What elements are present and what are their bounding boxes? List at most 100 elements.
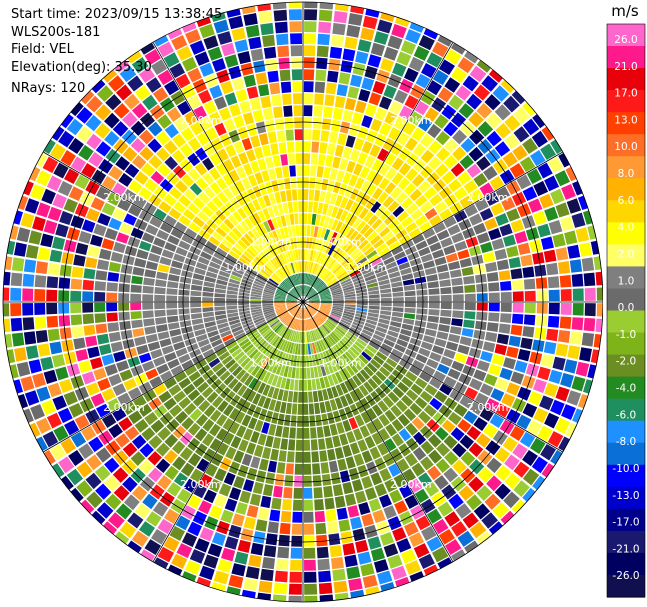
range-gate [335, 268, 346, 278]
range-gate [217, 559, 233, 573]
range-gate [408, 56, 425, 72]
range-gate [327, 318, 338, 326]
range-gate [346, 566, 361, 580]
range-gate [123, 494, 140, 511]
range-gate [405, 371, 418, 382]
range-gate [304, 285, 309, 297]
range-gate [257, 395, 267, 408]
range-gate [314, 81, 326, 94]
range-gate [455, 85, 472, 101]
range-gate [410, 84, 425, 99]
range-gate [83, 268, 96, 280]
range-gate [466, 494, 483, 511]
range-gate [312, 117, 322, 129]
range-gate [345, 302, 356, 305]
range-gate [544, 175, 560, 192]
range-gate [306, 331, 310, 343]
range-gate [317, 353, 323, 365]
range-gate [229, 169, 240, 183]
range-gate [168, 384, 182, 396]
range-gate [270, 143, 279, 156]
range-gate [236, 425, 247, 438]
range-gate [476, 433, 491, 448]
range-gate [82, 291, 94, 302]
range-gate [215, 347, 228, 357]
range-gate [150, 245, 163, 256]
range-gate [108, 512, 125, 529]
colorbar-swatch [607, 134, 645, 157]
range-gate [387, 35, 403, 50]
range-gate [257, 433, 267, 446]
range-gate [128, 410, 143, 425]
range-gate [342, 146, 353, 160]
range-gate [309, 343, 314, 355]
range-gate [459, 154, 474, 170]
range-gate [226, 586, 241, 596]
range-gate [368, 294, 380, 299]
range-gate [421, 63, 437, 79]
range-gate [171, 260, 183, 269]
range-gate [373, 238, 385, 249]
range-gate [209, 182, 222, 195]
range-gate [330, 472, 341, 485]
range-gate [378, 347, 391, 357]
range-gate [255, 519, 268, 532]
range-gate [402, 468, 416, 483]
range-gate [371, 159, 383, 172]
range-gate [303, 379, 308, 391]
range-gate [246, 247, 257, 258]
range-gate [157, 475, 172, 490]
range-gate [155, 279, 167, 287]
range-gate [189, 549, 206, 564]
range-gate [320, 325, 329, 335]
range-gate [217, 400, 229, 413]
range-gate [70, 278, 83, 290]
range-gate [419, 201, 433, 214]
range-gate [295, 141, 303, 153]
range-gate [235, 397, 246, 410]
range-gate [371, 374, 383, 386]
range-gate [128, 204, 142, 217]
range-gate [307, 305, 316, 314]
range-gate [292, 499, 303, 511]
range-gate [289, 291, 299, 299]
range-gate [202, 302, 214, 307]
range-gate [445, 252, 459, 263]
range-gate [304, 261, 308, 273]
range-gate [332, 305, 344, 309]
range-gate [246, 188, 257, 201]
range-gate [288, 9, 302, 21]
range-gate [283, 315, 292, 325]
range-gate [343, 288, 355, 294]
range-gate [344, 554, 358, 568]
range-gate [258, 408, 268, 421]
range-gate [193, 484, 207, 499]
range-gate [246, 505, 259, 518]
range-gate [219, 387, 231, 399]
range-gate [593, 256, 602, 271]
range-gate [36, 386, 51, 402]
range-gate [327, 70, 339, 83]
colorbar-tick-label: 26.0 [614, 34, 637, 46]
range-gate [164, 80, 180, 96]
range-gate [261, 357, 270, 369]
range-gate [291, 289, 300, 298]
range-gate [181, 505, 196, 520]
range-gate [383, 256, 395, 266]
range-gate [329, 131, 339, 144]
range-gate [335, 384, 344, 396]
range-gate [164, 465, 179, 481]
range-gate [262, 303, 274, 307]
range-gate [451, 277, 463, 286]
range-gate [458, 485, 475, 501]
range-gate [330, 312, 341, 319]
range-gate [282, 166, 290, 178]
range-gate [149, 376, 163, 388]
range-gate [209, 152, 222, 166]
range-gate [323, 229, 331, 241]
range-gate [299, 355, 303, 367]
range-gate [347, 86, 360, 99]
range-gate [183, 383, 196, 396]
range-gate [232, 211, 243, 223]
range-gate [250, 293, 262, 298]
